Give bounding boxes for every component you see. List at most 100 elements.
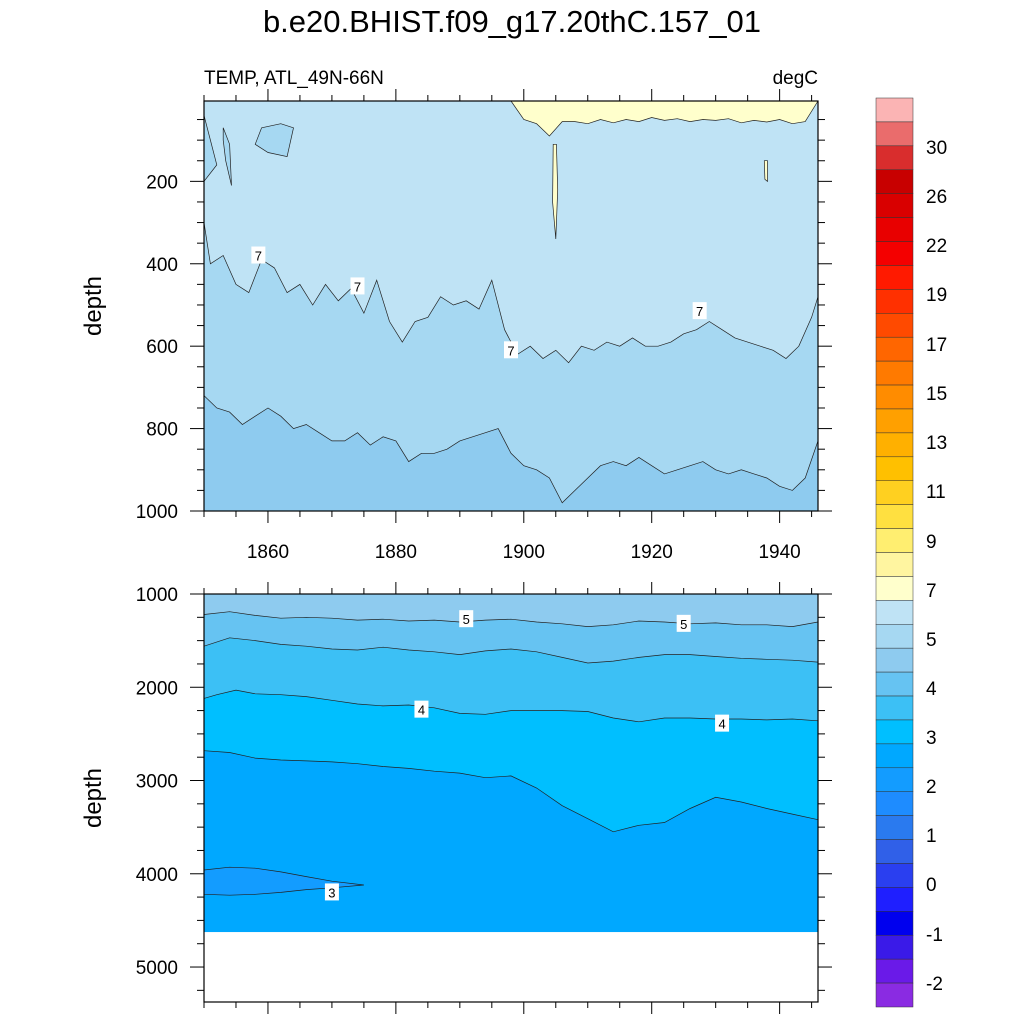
- variable-label: TEMP, ATL_49N-66N: [204, 68, 384, 89]
- colorbar-label: 30: [926, 138, 947, 159]
- contour-line: [203, 750, 819, 833]
- colorbar-label: 26: [926, 187, 947, 208]
- colorbar-swatch: [875, 121, 914, 147]
- y-tick-label: 2000: [136, 678, 178, 699]
- contour-label-text: 5: [463, 612, 470, 627]
- colorbar-swatch: [875, 193, 914, 218]
- colorbar-label: 2: [926, 777, 937, 798]
- colorbar-swatch: [875, 791, 914, 816]
- colorbar-label: 13: [926, 433, 947, 454]
- colorbar-swatch: [875, 169, 914, 194]
- y-tick-label: 400: [146, 255, 178, 276]
- upper-panel: 7 7 7 7 1860 1880 1900 1920 1940 200 400 600 800 100…: [80, 68, 832, 563]
- colorbar-label: 15: [926, 384, 947, 405]
- colorbar-swatch: [875, 432, 914, 458]
- contour-label-text: 5: [680, 617, 687, 632]
- band-9: [204, 101, 818, 136]
- x-tick-label: 1860: [247, 542, 289, 563]
- y-tick-label: 5000: [136, 958, 178, 979]
- colorbar-label: 11: [926, 482, 946, 503]
- colorbar-label: 22: [926, 236, 947, 257]
- colorbar-swatch: [875, 982, 914, 1008]
- colorbar-swatch: [875, 145, 914, 171]
- chart-title: b.e20.BHIST.f09_g17.20thC.157_01: [262, 4, 762, 39]
- contour-label: 7: [251, 246, 266, 264]
- contour-label-text: 3: [328, 885, 335, 900]
- contour-line: [203, 395, 819, 504]
- colorbar-label: 1: [926, 826, 937, 847]
- lower-y-axis-label: depth: [80, 768, 107, 828]
- colorbar-swatch: [875, 958, 914, 984]
- colorbar-swatch: [875, 504, 914, 529]
- contour-label-text: 7: [354, 279, 361, 294]
- y-tick-label: 600: [146, 337, 178, 358]
- colorbar-swatch: [875, 815, 914, 840]
- blob-left2: [222, 127, 232, 186]
- contour-label: 7: [350, 277, 365, 295]
- y-tick-label: 800: [146, 420, 178, 441]
- colorbar-label: -2: [926, 974, 943, 995]
- contour-label-text: 7: [507, 343, 514, 358]
- y-tick-label: 200: [146, 172, 178, 193]
- upper-y-axis-label: depth: [80, 276, 107, 336]
- contour-label: 3: [324, 883, 339, 901]
- colorbar-label: 9: [926, 532, 937, 553]
- contour-label-text: 4: [418, 703, 425, 718]
- colorbar-label: 4: [926, 679, 937, 700]
- colorbar-swatch: [875, 887, 914, 912]
- colorbar-swatch: [875, 624, 914, 649]
- colorbar-swatch: [875, 719, 914, 745]
- contour-line: [203, 637, 819, 664]
- contour-label-text: 4: [718, 717, 725, 732]
- colorbar-swatch: [875, 528, 914, 553]
- contour-label: 5: [676, 614, 691, 632]
- lower-plot-frame: [203, 593, 819, 1003]
- colorbar-label: 3: [926, 728, 937, 749]
- colorbar-swatch: [875, 408, 914, 434]
- colorbar-swatch: [875, 839, 914, 864]
- contour-label: 7: [692, 302, 707, 320]
- colorbar-swatch: [875, 647, 914, 673]
- y-tick-label: 1000: [136, 585, 178, 606]
- colorbar-swatch: [875, 576, 914, 601]
- colorbar-swatch: [875, 265, 914, 290]
- colorbar-swatch: [875, 217, 914, 242]
- colorbar-label: 7: [926, 581, 937, 602]
- colorbar: 30 26 22 19 17 15 13 11 9 7 5 4 3 2 1 0 -1 -2: [875, 97, 947, 1008]
- x-tick-label: 1900: [503, 542, 545, 563]
- colorbar-label: 5: [926, 630, 937, 651]
- colorbar-swatch: [875, 743, 914, 769]
- contour-line: [203, 611, 819, 627]
- contour-label: 7: [504, 341, 518, 359]
- colorbar-swatch: [875, 336, 914, 362]
- colorbar-label: 17: [926, 335, 947, 356]
- warm-spike: [552, 143, 559, 240]
- colorbar-swatch: [875, 384, 914, 410]
- colorbar-swatch: [875, 767, 914, 792]
- x-tick-label: 1880: [375, 542, 417, 563]
- x-tick-label: 1940: [758, 542, 800, 563]
- warm-fleck: [763, 160, 768, 183]
- x-tick-label: 1920: [631, 542, 673, 563]
- colorbar-swatch: [875, 911, 914, 936]
- units-label: degC: [773, 68, 818, 89]
- colorbar-label: 19: [926, 285, 947, 306]
- y-tick-label: 4000: [136, 865, 178, 886]
- colorbar-swatch: [875, 863, 914, 888]
- blob-mid: [254, 123, 294, 158]
- colorbar-swatch: [875, 289, 914, 314]
- colorbar-swatch: [875, 671, 914, 697]
- colorbar-swatch: [875, 480, 914, 505]
- y-tick-label: 3000: [136, 772, 178, 793]
- colorbar-swatch: [875, 313, 914, 338]
- colorbar-swatch: [875, 552, 914, 577]
- upper-plot-frame: [203, 100, 819, 512]
- colorbar-swatch: [875, 695, 914, 721]
- contour-label: 5: [459, 610, 474, 628]
- lower-panel: 5 5 4 4 3 1000 2000 3000 4000 5000 depth: [80, 582, 832, 1014]
- contour-label-text: 7: [255, 249, 262, 264]
- colorbar-label: 0: [926, 875, 937, 896]
- y-tick-label: 1000: [136, 502, 178, 523]
- contour-label-text: 7: [696, 304, 703, 319]
